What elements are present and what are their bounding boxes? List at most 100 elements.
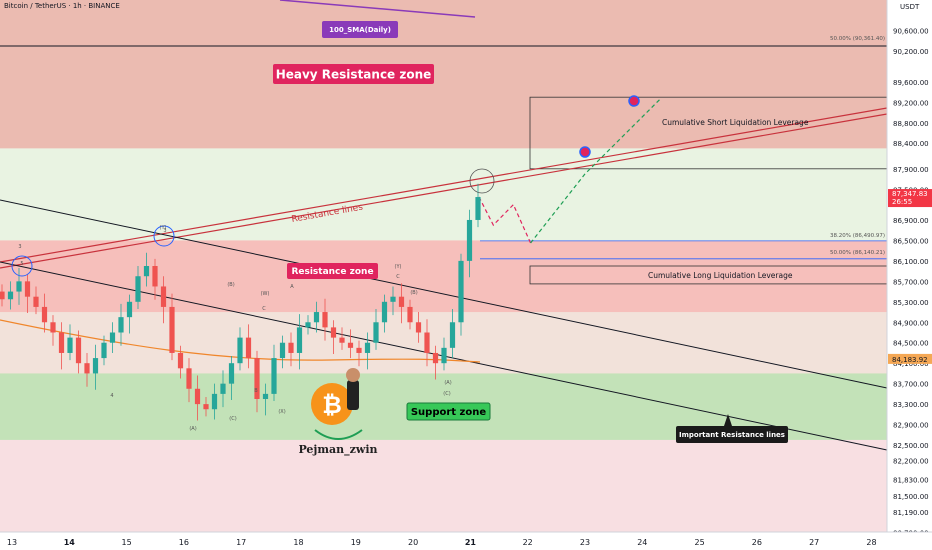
time-axis[interactable]: 13 14 15 16 17 18 19 20 21 22 23 24 25 26 27 28 — [0, 531, 932, 550]
candle-body — [126, 301, 133, 318]
countdown-label: 26:55 — [892, 198, 912, 206]
pointer-icon — [724, 414, 732, 426]
wave-circle-2 — [153, 225, 175, 247]
last-price-badge — [888, 189, 932, 208]
fib-label: 50.00% (86,140.21) — [830, 250, 885, 256]
candle-body — [373, 322, 379, 343]
projection-up — [530, 99, 660, 244]
candle-body — [322, 312, 328, 328]
candle-body — [381, 301, 388, 323]
time-tick-label: 21 — [465, 538, 477, 547]
candle-body — [356, 347, 362, 353]
wave-label: (Y) — [395, 264, 402, 270]
candle-body — [0, 291, 5, 300]
candles-layer — [0, 183, 481, 421]
price-tick-label: 85,700.00 — [893, 278, 929, 286]
target-icon — [628, 95, 640, 107]
candle-body — [16, 281, 22, 292]
price-tick-label: 87,900.00 — [893, 166, 929, 174]
time-tick-label: 17 — [236, 538, 246, 547]
candle-body — [143, 266, 150, 277]
time-tick-label: 26 — [752, 538, 762, 547]
candle-body — [279, 342, 286, 359]
price-tick-label: 81,500.00 — [893, 493, 929, 501]
wave-label: (W) — [261, 291, 270, 297]
price-tick-label: 89,200.00 — [893, 99, 929, 107]
wave-label: C — [262, 306, 266, 312]
sma-daily-label-bg — [322, 21, 398, 38]
candle-body — [330, 327, 337, 338]
time-axis-bg — [0, 532, 932, 550]
time-tick-label: 14 — [64, 538, 76, 547]
bitcoin-icon — [311, 383, 353, 425]
avatar-head-icon — [346, 368, 360, 382]
important-resistance-label: Important Resistance lines — [679, 431, 785, 439]
price-tick-label: 90,600.00 — [893, 28, 929, 36]
candle-body — [271, 358, 277, 394]
price-tick-label: 86,100.00 — [893, 258, 929, 266]
time-tick-label: 15 — [122, 538, 132, 547]
candle-body — [211, 393, 218, 410]
wave-label: (B) — [410, 290, 417, 296]
support-zone-label-bg — [406, 402, 491, 421]
wave-label: (B) — [227, 282, 234, 288]
avatar-icon — [347, 380, 359, 410]
chart-title: Bitcoin / TetherUS · 1h · BINANCE — [4, 2, 120, 10]
price-tick-label: 86,500.00 — [893, 237, 929, 245]
annotations-layer: Cumulative Short Liquidation Leverage Cum… — [11, 21, 885, 457]
wave-label: 4 — [110, 393, 113, 399]
candle-body — [160, 286, 167, 307]
price-tick-label: 89,600.00 — [893, 79, 929, 87]
price-tick-label: 84,500.00 — [893, 340, 929, 348]
upper-neutral-band — [0, 148, 887, 241]
candle-body — [92, 358, 99, 374]
candle-body — [449, 322, 456, 348]
fib-label: 50.00% (90,361.40) — [830, 36, 885, 42]
fib-label: 38.20% (86,490.97) — [830, 233, 885, 239]
sma-price-label: 84,183.92 — [892, 356, 928, 364]
candle-body — [58, 332, 65, 353]
candle-body — [339, 337, 345, 343]
candle-body — [33, 296, 39, 307]
price-tick-label: 84,900.00 — [893, 319, 929, 327]
wave-label: C — [396, 274, 400, 280]
candle-body — [288, 342, 294, 353]
candle-body — [424, 332, 430, 353]
sma-price-badge — [888, 353, 932, 364]
price-axis[interactable]: USDT 90,600.00 90,200.00 89,600.00 89,200.00… — [886, 0, 932, 550]
wave-label: (C) — [443, 391, 450, 397]
bitcoin-glyph: ₿ — [322, 391, 342, 419]
candle-body — [262, 393, 269, 399]
projection-down — [478, 196, 532, 244]
candle-body — [186, 368, 192, 389]
candle-body — [194, 388, 201, 405]
wave-label: 5 — [20, 261, 23, 267]
candle-body — [237, 337, 243, 364]
candle-body — [84, 363, 90, 374]
resistance-line-1 — [0, 107, 888, 263]
time-tick-label: 13 — [7, 538, 17, 547]
wave-label: (Y) — [160, 225, 167, 231]
price-tick-label: 83,300.00 — [893, 401, 929, 409]
time-tick-label: 24 — [637, 538, 647, 547]
time-tick-label: 20 — [408, 538, 418, 547]
candle-body — [135, 276, 141, 302]
candle-body — [432, 352, 439, 364]
candle-body — [109, 332, 116, 343]
price-tick-label: 82,900.00 — [893, 422, 929, 430]
candle-body — [296, 327, 303, 353]
price-tick-label: 86,900.00 — [893, 217, 929, 225]
candle-body — [254, 358, 260, 399]
candle-body — [475, 197, 481, 220]
wave-label: 3 — [18, 244, 21, 250]
time-tick-label: 19 — [351, 538, 361, 547]
price-tick-label: 81,830.00 — [893, 476, 929, 484]
wave-circle-1 — [11, 255, 33, 277]
candle-body — [415, 322, 422, 333]
heavy-resistance-label: Heavy Resistance zone — [276, 67, 432, 81]
candle-body — [347, 342, 354, 348]
author-label: Pejman_zwin — [298, 443, 377, 457]
support-zone-label: Support zone — [411, 407, 487, 418]
candle-body — [398, 296, 405, 307]
